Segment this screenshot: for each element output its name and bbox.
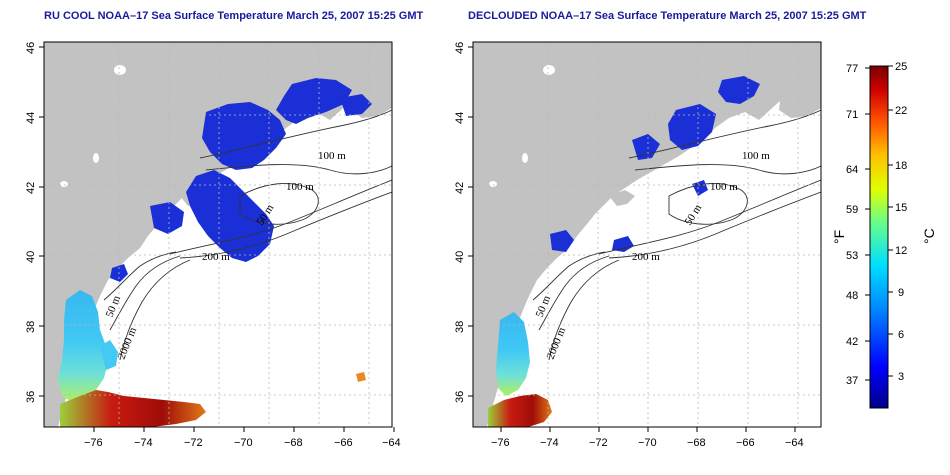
left-gulf-stream-sst [60, 390, 206, 427]
right-land [473, 42, 821, 427]
colorbar-gradient [869, 65, 889, 409]
colorbar-fahrenheit-label: °F [831, 230, 847, 244]
left-y-tick: 36 [25, 391, 37, 403]
left-land [44, 42, 392, 427]
left-map-title: RU COOL NOAA–17 Sea Surface Temperature … [44, 10, 424, 22]
right-contour-label: 100 m [710, 181, 738, 193]
left-y-tick: 42 [25, 182, 37, 194]
colorbar-f-tick: 48 [846, 290, 858, 302]
right-y-tick: 42 [454, 182, 466, 194]
right-x-tick: −72 [589, 437, 608, 449]
colorbar-f-tick: 37 [846, 375, 858, 387]
colorbar-c-tick: 18 [895, 160, 907, 172]
left-contour-label: 100 m [286, 181, 314, 193]
colorbar-f-tick: 71 [846, 109, 858, 121]
colorbar-f-tick: 42 [846, 336, 858, 348]
right-coastal-sst [496, 312, 530, 396]
right-gulf-stream-sst [488, 394, 552, 427]
left-contour-label: 100 m [318, 150, 346, 162]
left-contour-label: 200 m [202, 251, 230, 263]
colorbar-celsius-label: °C [921, 228, 937, 244]
left-map: 100 m 100 m 50 m 200 m 50 m 2000 m −76 −… [25, 41, 401, 449]
right-map: 100 m 100 m 50 m 200 m 50 m 2000 m −76 −… [454, 41, 822, 449]
colorbar-c-tick: 25 [895, 61, 907, 73]
left-y-tick: 40 [25, 251, 37, 263]
right-y-tick: 46 [454, 42, 466, 54]
left-y-tick: 44 [25, 112, 37, 124]
right-y-tick: 44 [454, 112, 466, 124]
left-x-tick: −66 [334, 437, 353, 449]
colorbar-c-tick: 9 [898, 287, 904, 299]
left-coastal-sst [58, 290, 108, 402]
right-contour-label: 200 m [632, 251, 660, 263]
right-x-tick: −68 [687, 437, 706, 449]
left-y-tick: 38 [25, 321, 37, 333]
right-y-tick: 36 [454, 391, 466, 403]
colorbar-f-tick: 53 [846, 250, 858, 262]
right-x-tick: −64 [785, 437, 804, 449]
left-y-tick: 46 [25, 42, 37, 54]
right-y-tick: 40 [454, 251, 466, 263]
left-x-tick: −64 [382, 437, 401, 449]
colorbar-f-tick: 59 [846, 204, 858, 216]
right-map-title: DECLOUDED NOAA–17 Sea Surface Temperatur… [468, 10, 867, 22]
right-contour-label: 100 m [742, 150, 770, 162]
right-y-tick: 38 [454, 321, 466, 333]
colorbar-c-tick: 22 [895, 105, 907, 117]
right-cold-sst [550, 76, 760, 252]
colorbar-c-tick: 6 [898, 329, 904, 341]
colorbar: 77 71 64 59 53 48 42 37 25 22 18 15 12 9… [831, 61, 937, 409]
colorbar-f-tick: 64 [846, 164, 858, 176]
colorbar-c-tick: 3 [898, 371, 904, 383]
right-x-tick: −70 [638, 437, 657, 449]
colorbar-c-tick: 12 [895, 245, 907, 257]
right-x-tick: −74 [540, 437, 559, 449]
left-x-tick: −74 [134, 437, 153, 449]
left-x-tick: −70 [234, 437, 253, 449]
right-x-tick: −66 [736, 437, 755, 449]
left-x-tick: −68 [284, 437, 303, 449]
colorbar-c-tick: 15 [895, 202, 907, 214]
right-x-tick: −76 [491, 437, 510, 449]
left-x-tick: −76 [84, 437, 103, 449]
left-cold-sst [110, 78, 372, 282]
left-x-tick: −72 [184, 437, 203, 449]
colorbar-f-tick: 77 [846, 63, 858, 75]
